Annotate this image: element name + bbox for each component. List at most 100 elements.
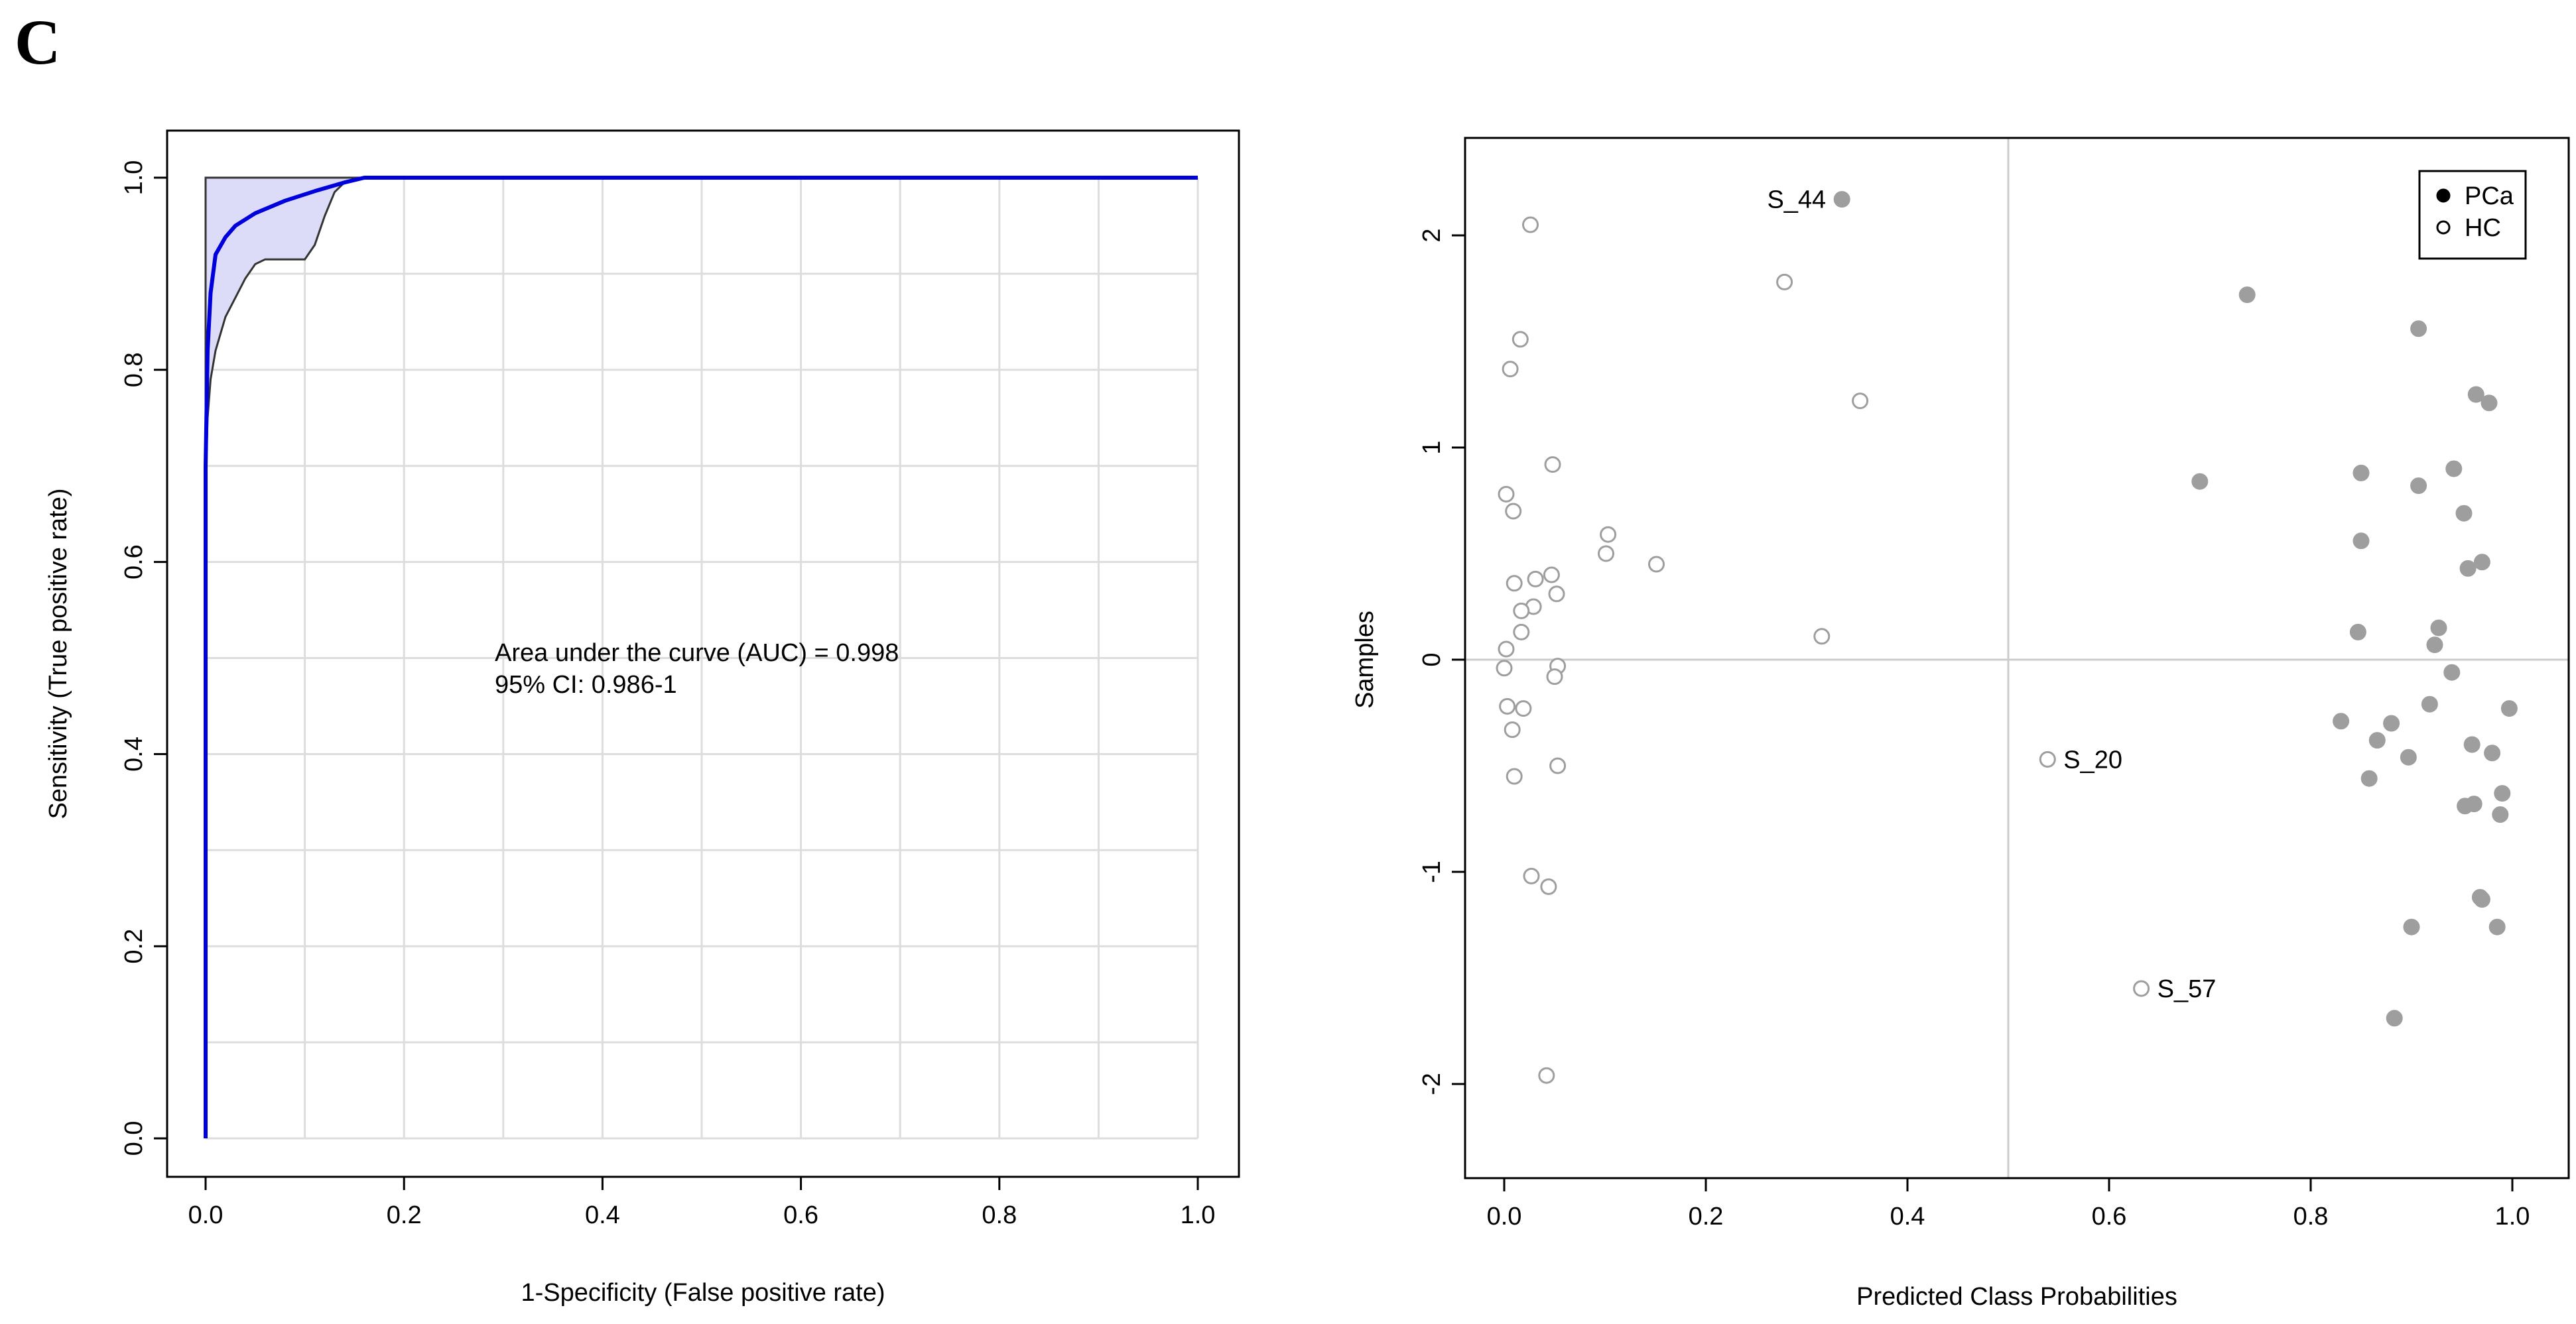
scatter-legend: PCa HC: [2418, 170, 2527, 260]
hc-point: [1506, 575, 1523, 592]
hc-point: [1648, 556, 1665, 573]
hc-point: [1504, 721, 1521, 739]
hc-point: [1538, 1067, 1555, 1084]
scatter-x-axis-label: Predicted Class Probabilities: [1856, 1283, 2177, 1311]
pca-point: [1833, 191, 1850, 208]
pca-point: [2473, 554, 2490, 571]
scatter-y-tick-label: 2: [1418, 228, 1446, 242]
pca-point: [2191, 473, 2209, 490]
roc-x-tick-label: 0.2: [387, 1201, 422, 1229]
pca-point: [2467, 386, 2484, 403]
pca-point: [2473, 891, 2490, 908]
pca-point: [2430, 619, 2447, 636]
pca-point: [2386, 1010, 2403, 1027]
hc-point: [1502, 361, 1519, 378]
hc-point: [1505, 503, 1522, 520]
hc-point: [1544, 456, 1561, 473]
roc-x-tick-label: 1.0: [1181, 1201, 1216, 1229]
hc-point: [1527, 570, 1544, 587]
hc-point: [1852, 392, 1869, 410]
pca-point: [2455, 505, 2473, 522]
scatter-point-label: S_57: [2157, 975, 2217, 1003]
hc-point: [1776, 273, 1793, 290]
pca-point: [2352, 464, 2370, 481]
pca-point: [2494, 785, 2511, 802]
legend-pca-marker: [2436, 188, 2451, 203]
pca-point: [2368, 732, 2386, 749]
scatter-x-tick-label: 0.2: [1689, 1203, 1724, 1231]
hc-point: [1546, 668, 1563, 686]
roc-plot-frame: [166, 129, 1240, 1178]
hc-point: [1515, 700, 1532, 717]
pca-point: [2352, 532, 2370, 550]
pca-point: [2426, 636, 2443, 654]
pca-point: [2238, 286, 2256, 304]
hc-point: [1498, 640, 1515, 658]
roc-x-tick-label: 0.6: [783, 1201, 818, 1229]
pca-point: [2360, 770, 2378, 787]
panel-label: C: [15, 7, 61, 78]
hc-point: [1549, 757, 1567, 774]
legend-label: HC: [2465, 214, 2501, 242]
hc-point: [1506, 768, 1523, 785]
hc-point: [1543, 566, 1560, 583]
ci-annotation: 95% CI: 0.986-1: [495, 671, 677, 699]
hc-point: [1496, 660, 1513, 677]
auc-annotation: Area under the curve (AUC) = 0.998: [495, 639, 899, 667]
roc-plot: 0.0 0.2 0.4 0.6 0.8 1.0 0.0 0.2 0.4 0.6 0.8 1.0 Are…: [44, 129, 1240, 1307]
pca-point: [2333, 713, 2350, 730]
hc-point: [1523, 867, 1540, 884]
scatter-x-tick-label: 1.0: [2495, 1203, 2530, 1231]
scatter-x-tick-label: 0.4: [1890, 1203, 1925, 1231]
pca-point: [2480, 394, 2498, 412]
pca-point: [2445, 460, 2463, 477]
hc-point: [1513, 602, 1530, 619]
scatter-y-tick-label: 1: [1418, 440, 1446, 454]
roc-y-tick-label: 0.4: [120, 737, 148, 772]
scatter-point-label: S_20: [2063, 746, 2122, 774]
scatter-y-tick-label: 0: [1418, 652, 1446, 666]
roc-y-tick-label: 0.2: [120, 929, 148, 964]
scatter-axes: 0.0 0.2 0.4 0.6 0.8 1.0 -2 -1 0 1 2: [1418, 228, 2530, 1231]
scatter-point-label: S_44: [1767, 186, 1826, 214]
roc-x-tick-label: 0.4: [585, 1201, 620, 1229]
hc-point: [2039, 751, 2056, 768]
legend-hc-marker: [2436, 220, 2451, 235]
roc-x-tick-label: 0.0: [188, 1201, 224, 1229]
legend-label: PCa: [2465, 182, 2514, 210]
pca-point: [2484, 745, 2501, 762]
roc-y-tick-label: 0.8: [120, 352, 148, 387]
scatter-x-tick-label: 0.8: [2293, 1203, 2329, 1231]
roc-y-tick-label: 1.0: [120, 160, 148, 196]
hc-point: [1498, 485, 1515, 503]
roc-y-axis-label: Sensitivity (True positive rate): [44, 488, 72, 819]
pca-point: [2457, 798, 2474, 815]
hc-point: [1512, 331, 1529, 348]
scatter-y-axis-label: Samples: [1351, 611, 1379, 709]
pca-point: [2383, 715, 2400, 732]
pca-point: [2421, 695, 2438, 713]
legend-box: [2418, 170, 2527, 260]
hc-point: [1600, 526, 1617, 543]
roc-ci-lower-line: [204, 176, 1198, 1138]
scatter-point-labels: S_44 S_20 S_57: [1767, 186, 2216, 1003]
pca-point: [2492, 806, 2509, 823]
scatter-reference-lines: [1465, 138, 2569, 1178]
hc-point: [1813, 628, 1831, 645]
pca-point: [2443, 664, 2461, 681]
hc-point: [1598, 545, 1614, 562]
pca-point: [2400, 749, 2417, 766]
hc-point: [1540, 878, 1557, 895]
pca-point: [2410, 320, 2427, 337]
roc-y-tick-label: 0.6: [120, 544, 148, 579]
pca-point: [2349, 623, 2366, 640]
pca-point: [2500, 700, 2518, 717]
hc-point: [1548, 585, 1565, 603]
scatter-points: [1496, 191, 2518, 1084]
pca-point: [2403, 918, 2420, 935]
scatter-plot: S_44 S_20 S_57 0.0 0.2 0.4 0.6 0.8 1.0 -2 -1 0 1 2 P…: [1351, 137, 2570, 1311]
pca-point: [2459, 560, 2477, 577]
roc-axes: 0.0 0.2 0.4 0.6 0.8 1.0 0.0 0.2 0.4 0.6 0.8 1.0: [120, 160, 1215, 1229]
roc-curve: [204, 176, 1198, 1138]
